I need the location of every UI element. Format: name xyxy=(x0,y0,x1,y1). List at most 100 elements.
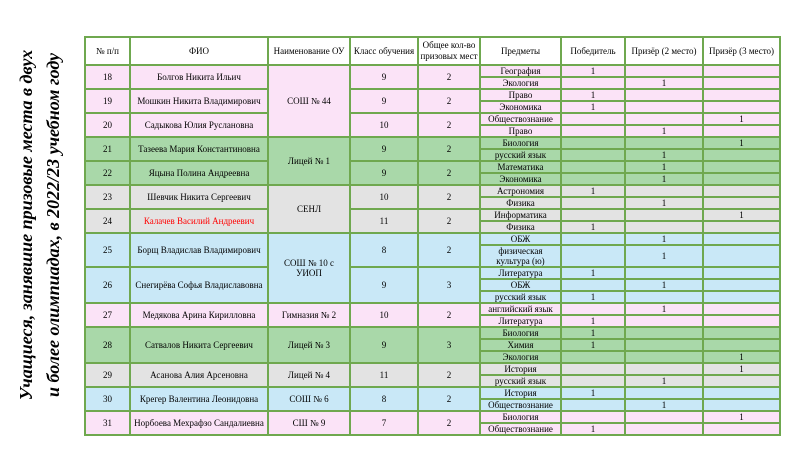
subject: Литература xyxy=(479,314,562,328)
row-number: 29 xyxy=(84,362,131,388)
school-name: Гимназия № 2 xyxy=(267,302,351,328)
page-title-line-1: Учащиеся, занявшие призовые места в двух xyxy=(16,49,37,401)
third-place-count: 1 xyxy=(702,136,781,150)
row-number: 31 xyxy=(84,410,131,436)
grade: 11 xyxy=(349,362,419,388)
second-place-count xyxy=(624,100,704,114)
school-name: СШ № 9 xyxy=(267,410,351,436)
third-place-count xyxy=(702,184,781,198)
grade: 8 xyxy=(349,232,419,268)
third-place-count xyxy=(702,374,781,388)
third-place-count xyxy=(702,232,781,246)
second-place-count: 1 xyxy=(624,76,704,90)
total-prizes: 2 xyxy=(417,184,481,210)
winner-count: 1 xyxy=(560,266,626,280)
subject: История xyxy=(479,362,562,376)
third-place-count xyxy=(702,76,781,90)
school-name: Лицей № 1 xyxy=(267,136,351,186)
winner-count: 1 xyxy=(560,64,626,78)
third-place-count xyxy=(702,278,781,292)
school-name: СЕНЛ xyxy=(267,184,351,234)
subject: Экономика xyxy=(479,172,562,186)
subject: География xyxy=(479,64,562,78)
winner-count xyxy=(560,232,626,246)
total-prizes: 2 xyxy=(417,136,481,162)
student-name: Медякова Арина Кирилловна xyxy=(129,302,269,328)
second-place-count xyxy=(624,350,704,364)
column-header-8: Призёр (3 место) xyxy=(702,36,781,66)
third-place-count: 1 xyxy=(702,350,781,364)
subject: Обществознание xyxy=(479,422,562,436)
winner-count xyxy=(560,124,626,138)
total-prizes: 2 xyxy=(417,112,481,138)
row-number: 23 xyxy=(84,184,131,210)
winner-count: 1 xyxy=(560,338,626,352)
column-header-0: № п/п xyxy=(84,36,131,66)
student-name: Норбоева Мехрафзо Сандалиевна xyxy=(129,410,269,436)
subject: физическая культура (ю) xyxy=(479,244,562,268)
total-prizes: 2 xyxy=(417,88,481,114)
total-prizes: 2 xyxy=(417,160,481,186)
student-name: Снегирёва Софья Владиславовна xyxy=(129,266,269,304)
winner-count: 1 xyxy=(560,422,626,436)
subject: Астрономия xyxy=(479,184,562,198)
row-number: 27 xyxy=(84,302,131,328)
row-number: 19 xyxy=(84,88,131,114)
row-number: 25 xyxy=(84,232,131,268)
winner-count: 1 xyxy=(560,220,626,234)
winner-count: 1 xyxy=(560,314,626,328)
second-place-count: 1 xyxy=(624,232,704,246)
row-number: 18 xyxy=(84,64,131,90)
grade: 9 xyxy=(349,160,419,186)
total-prizes: 2 xyxy=(417,362,481,388)
third-place-count xyxy=(702,100,781,114)
second-place-count xyxy=(624,314,704,328)
winner-count xyxy=(560,278,626,292)
second-place-count xyxy=(624,338,704,352)
subject: Экономика xyxy=(479,100,562,114)
third-place-count: 1 xyxy=(702,362,781,376)
third-place-count xyxy=(702,124,781,138)
third-place-count xyxy=(702,88,781,102)
subject: Право xyxy=(479,88,562,102)
subject: Биология xyxy=(479,410,562,424)
second-place-count: 1 xyxy=(624,148,704,162)
third-place-count xyxy=(702,196,781,210)
olympiad-results-table: № п/п ФИО Наименование ОУ Класс обучения Общ… xyxy=(84,36,781,436)
second-place-count xyxy=(624,422,704,436)
grade: 10 xyxy=(349,302,419,328)
total-prizes: 2 xyxy=(417,208,481,234)
second-place-count: 1 xyxy=(624,278,704,292)
third-place-count xyxy=(702,422,781,436)
winner-count xyxy=(560,244,626,268)
student-name: Яцына Полина Андреевна xyxy=(129,160,269,186)
subject: Право xyxy=(479,124,562,138)
page-title: Учащиеся, занявшие призовые места в двух… xyxy=(13,50,67,400)
second-place-count: 1 xyxy=(624,172,704,186)
subject: Математика xyxy=(479,160,562,174)
grade: 11 xyxy=(349,208,419,234)
subject: Экология xyxy=(479,76,562,90)
subject: История xyxy=(479,386,562,400)
subject: английский язык xyxy=(479,302,562,316)
page-title-line-2: и более олимпиадах, в 2022/23 учебном го… xyxy=(43,52,64,398)
second-place-count: 1 xyxy=(624,398,704,412)
total-prizes: 2 xyxy=(417,302,481,328)
row-number: 24 xyxy=(84,208,131,234)
third-place-count xyxy=(702,172,781,186)
third-place-count xyxy=(702,290,781,304)
third-place-count: 1 xyxy=(702,208,781,222)
winner-count xyxy=(560,302,626,316)
second-place-count xyxy=(624,88,704,102)
second-place-count: 1 xyxy=(624,124,704,138)
subject: ОБЖ xyxy=(479,232,562,246)
subject: Физика xyxy=(479,196,562,210)
third-place-count xyxy=(702,266,781,280)
third-place-count xyxy=(702,160,781,174)
student-name: Сатвалов Никита Сергеевич xyxy=(129,326,269,364)
grade: 10 xyxy=(349,184,419,210)
winner-count xyxy=(560,398,626,412)
column-header-2: Наименование ОУ xyxy=(267,36,351,66)
subject: Экология xyxy=(479,350,562,364)
total-prizes: 2 xyxy=(417,386,481,412)
